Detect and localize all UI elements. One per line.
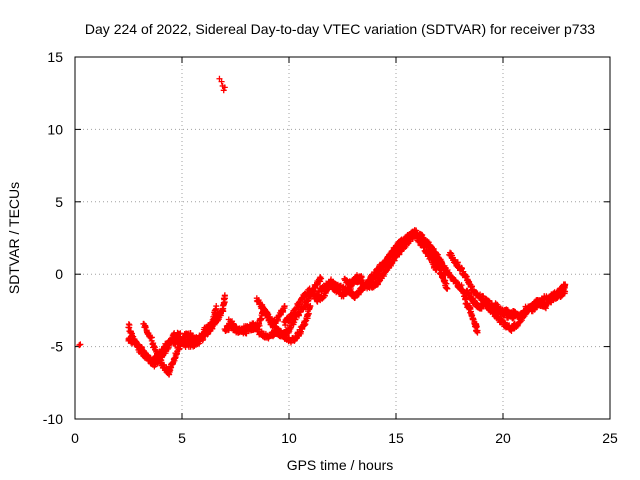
data-point: [474, 327, 481, 334]
y-tick-label: -10: [43, 411, 63, 427]
x-tick-label: 5: [178, 430, 186, 446]
data-point: [318, 275, 325, 282]
x-tick-label: 10: [281, 430, 297, 446]
plot-frame: [74, 56, 611, 420]
data-point: [281, 303, 288, 310]
x-axis-label: GPS time / hours: [287, 457, 394, 473]
x-tick-label: 20: [495, 430, 511, 446]
data-point: [77, 341, 84, 348]
data-point: [473, 299, 480, 306]
data-point: [542, 304, 549, 311]
data-point: [142, 324, 149, 331]
data-point: [221, 292, 228, 299]
y-tick-label: -5: [51, 339, 64, 355]
data-point: [179, 334, 186, 341]
data-point: [292, 316, 299, 323]
x-tick-label: 0: [71, 430, 79, 446]
data-point: [175, 346, 182, 353]
data-point: [220, 87, 227, 94]
data-point: [167, 338, 174, 345]
data-point: [76, 342, 83, 349]
data-point: [562, 288, 569, 295]
data-point: [438, 269, 445, 276]
data-points: [76, 75, 569, 378]
axis-ticks: 0 5 10 15 20 25 -10 -5 0 5 10 15: [43, 49, 618, 446]
data-point: [128, 332, 135, 339]
data-point: [315, 291, 322, 298]
data-point: [444, 285, 451, 292]
data-point: [217, 308, 224, 315]
data-point: [292, 335, 299, 342]
data-point: [136, 345, 143, 352]
data-point: [259, 303, 266, 310]
y-axis-label: SDTVAR / TECUs: [6, 182, 22, 294]
data-point: [562, 282, 569, 289]
y-tick-label: 10: [47, 121, 63, 137]
y-tick-label: 0: [55, 266, 63, 282]
data-point: [307, 303, 314, 310]
x-tick-label: 25: [602, 430, 618, 446]
grid: [75, 57, 610, 419]
data-point: [296, 301, 303, 308]
data-point: [448, 273, 455, 280]
data-point: [443, 284, 450, 291]
data-point: [187, 329, 194, 336]
data-point: [255, 326, 262, 333]
data-point: [221, 84, 228, 91]
chart-title: Day 224 of 2022, Sidereal Day-to-day VTE…: [85, 21, 595, 37]
data-point: [150, 343, 157, 350]
data-point: [213, 303, 220, 310]
data-point: [302, 318, 309, 325]
data-point: [218, 78, 225, 85]
y-tick-label: 5: [55, 194, 63, 210]
data-point: [299, 295, 306, 302]
data-point: [189, 335, 196, 342]
y-tick-label: 15: [47, 49, 63, 65]
data-point: [254, 325, 261, 332]
x-tick-label: 15: [388, 430, 404, 446]
